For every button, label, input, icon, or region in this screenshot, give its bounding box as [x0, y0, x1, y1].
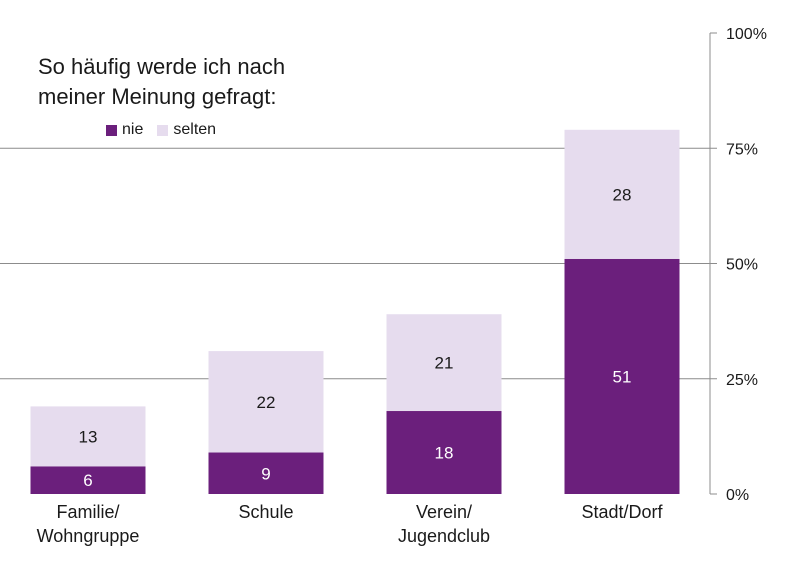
bar-nie-2 — [386, 411, 502, 494]
x-category-label-line: Wohngruppe — [36, 526, 140, 546]
x-category-label: Schule — [181, 500, 351, 524]
data-label-selten-3: 28 — [613, 185, 632, 204]
x-category-label-line: Familie/ — [56, 502, 120, 522]
x-category-label: Verein/Jugendclub — [359, 500, 529, 548]
bar-selten-0 — [30, 406, 146, 467]
legend-label-selten: selten — [173, 121, 217, 138]
bars: 6 13 9 22 18 21 51 28 — [30, 129, 680, 494]
data-label-nie-3: 51 — [613, 367, 632, 386]
y-tick-label-50: 50% — [726, 257, 758, 274]
y-tick-label-0: 0% — [726, 487, 749, 504]
y-tick-label-100: 100% — [726, 26, 767, 43]
x-category-label-line: Schule — [238, 502, 294, 522]
y-tick-label-75: 75% — [726, 141, 758, 158]
legend-item-selten: selten — [157, 121, 216, 139]
x-category-label: Familie/Wohngruppe — [3, 500, 173, 548]
data-label-nie-2: 18 — [435, 444, 454, 463]
legend: nie selten — [106, 121, 230, 139]
bar-nie-3 — [564, 258, 680, 494]
legend-label-nie: nie — [122, 121, 144, 138]
data-label-selten-0: 13 — [79, 427, 98, 446]
legend-swatch-nie — [106, 124, 117, 136]
bar-selten-3 — [564, 129, 680, 259]
y-tick-label-25: 25% — [726, 372, 758, 389]
x-category-label-line: Stadt/Dorf — [581, 502, 663, 522]
bar-nie-1 — [208, 452, 324, 494]
data-label-nie-0: 6 — [83, 471, 92, 490]
bar-selten-2 — [386, 314, 502, 412]
x-category-label-line: Verein/ — [415, 502, 473, 522]
bar-nie-0 — [30, 466, 146, 494]
x-category-label-line: Jugendclub — [397, 526, 491, 546]
data-label-selten-2: 21 — [435, 354, 454, 373]
data-label-nie-1: 9 — [261, 464, 270, 483]
data-label-selten-1: 22 — [257, 393, 276, 412]
x-category-label: Stadt/Dorf — [537, 500, 707, 524]
y-axis: 0% 25% 50% 75% 100% — [709, 26, 767, 504]
bar-selten-1 — [208, 351, 324, 453]
chart-title: So häufig werde ich nach meiner Meinung … — [38, 54, 286, 109]
legend-item-nie: nie — [106, 121, 143, 139]
legend-swatch-selten — [157, 124, 169, 136]
